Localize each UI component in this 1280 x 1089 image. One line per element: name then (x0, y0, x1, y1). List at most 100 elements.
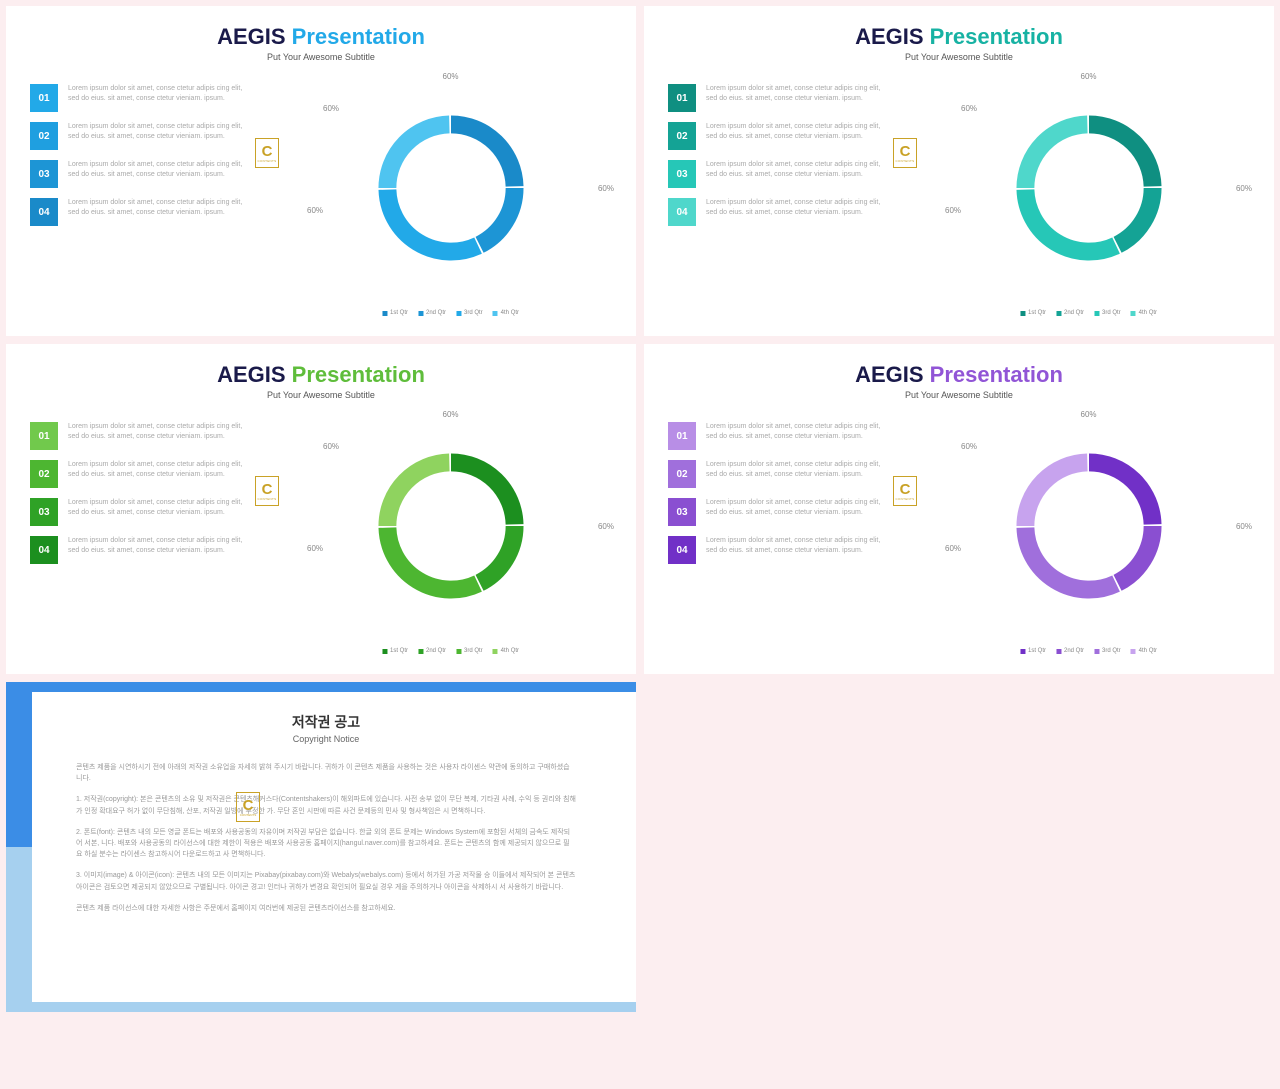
border-left-upper (6, 682, 32, 847)
item-list: 01 Lorem ipsum dolor sit amet, conse cte… (668, 422, 883, 564)
list-item: 03 Lorem ipsum dolor sit amet, conse cte… (668, 498, 883, 526)
item-text: Lorem ipsum dolor sit amet, conse ctetur… (706, 422, 883, 442)
list-item: 04 Lorem ipsum dolor sit amet, conse cte… (30, 536, 245, 564)
legend-item: 1st Qtr (382, 310, 408, 316)
legend-item: 3rd Qtr (456, 648, 483, 654)
pct-label-right: 60% (1236, 522, 1252, 531)
legend-item: 2nd Qtr (418, 310, 446, 316)
legend-item: 3rd Qtr (456, 310, 483, 316)
list-item: 01 Lorem ipsum dolor sit amet, conse cte… (668, 84, 883, 112)
list-item: 03 Lorem ipsum dolor sit amet, conse cte… (30, 160, 245, 188)
chart-legend: 1st Qtr 2nd Qtr 3rd Qtr 4th Qtr (382, 310, 519, 316)
pct-label-left: 60% (307, 544, 323, 553)
pct-label-upper-left: 60% (961, 442, 977, 451)
pct-label-top: 60% (1080, 410, 1096, 419)
number-badge: 03 (668, 498, 696, 526)
presentation-slide: AEGIS Presentation Put Your Awesome Subt… (644, 6, 1274, 336)
slide-title: AEGIS Presentation (668, 362, 1250, 388)
slide-subtitle: Put Your Awesome Subtitle (30, 390, 612, 400)
title-part-b: Presentation (930, 362, 1063, 387)
number-badge: 02 (668, 122, 696, 150)
slide-header: AEGIS Presentation Put Your Awesome Subt… (668, 24, 1250, 62)
list-item: 02 Lorem ipsum dolor sit amet, conse cte… (668, 460, 883, 488)
donut-wrap (1011, 111, 1166, 266)
legend-label: 4th Qtr (501, 310, 519, 316)
slide-title: AEGIS Presentation (30, 24, 612, 50)
legend-swatch (418, 649, 423, 654)
copyright-para: 콘텐츠 제품을 시연하시기 전에 아래의 저작권 소유업을 자세히 밝혀 주시기… (76, 762, 576, 784)
pct-label-top: 60% (442, 410, 458, 419)
border-bottom (6, 1002, 636, 1012)
legend-label: 1st Qtr (1028, 310, 1046, 316)
legend-swatch (1094, 311, 1099, 316)
legend-swatch (493, 649, 498, 654)
slide-header: AEGIS Presentation Put Your Awesome Subt… (30, 362, 612, 400)
chart-legend: 1st Qtr 2nd Qtr 3rd Qtr 4th Qtr (1020, 310, 1157, 316)
legend-item: 1st Qtr (382, 648, 408, 654)
title-part-b: Presentation (930, 24, 1063, 49)
list-item: 03 Lorem ipsum dolor sit amet, conse cte… (30, 498, 245, 526)
item-text: Lorem ipsum dolor sit amet, conse ctetur… (706, 498, 883, 518)
title-part-a: AEGIS (855, 24, 923, 49)
legend-label: 3rd Qtr (464, 648, 483, 654)
legend-swatch (382, 649, 387, 654)
legend-label: 4th Qtr (1139, 648, 1157, 654)
legend-label: 2nd Qtr (426, 648, 446, 654)
list-item: 04 Lorem ipsum dolor sit amet, conse cte… (668, 198, 883, 226)
donut-arc (1025, 124, 1087, 188)
legend-label: 2nd Qtr (426, 310, 446, 316)
chart-area: 60% 60% 60% 60% 1st Qtr 2nd Qtr 3rd Qtr … (927, 78, 1250, 298)
chart-area: 60% 60% 60% 60% 1st Qtr 2nd Qtr 3rd Qtr … (927, 416, 1250, 636)
contents-logo-icon: CCONTENTS (255, 138, 279, 168)
title-part-a: AEGIS (217, 362, 285, 387)
item-text: Lorem ipsum dolor sit amet, conse ctetur… (706, 160, 883, 180)
copyright-subtitle: Copyright Notice (76, 734, 576, 744)
item-text: Lorem ipsum dolor sit amet, conse ctetur… (706, 84, 883, 104)
item-text: Lorem ipsum dolor sit amet, conse ctetur… (68, 198, 245, 218)
pct-label-right: 60% (1236, 184, 1252, 193)
list-item: 02 Lorem ipsum dolor sit amet, conse cte… (668, 122, 883, 150)
donut-chart (373, 111, 528, 266)
pct-label-right: 60% (598, 522, 614, 531)
slide-body: 01 Lorem ipsum dolor sit amet, conse cte… (30, 416, 612, 636)
item-list: 01 Lorem ipsum dolor sit amet, conse cte… (30, 84, 245, 226)
copyright-title: 저작권 공고 (76, 712, 576, 732)
legend-item: 2nd Qtr (418, 648, 446, 654)
item-text: Lorem ipsum dolor sit amet, conse ctetur… (706, 460, 883, 480)
item-text: Lorem ipsum dolor sit amet, conse ctetur… (68, 84, 245, 104)
legend-item: 2nd Qtr (1056, 648, 1084, 654)
donut-arc (1025, 528, 1116, 590)
presentation-slide: AEGIS Presentation Put Your Awesome Subt… (6, 6, 636, 336)
donut-arc (1089, 462, 1153, 524)
item-list: 01 Lorem ipsum dolor sit amet, conse cte… (668, 84, 883, 226)
item-text: Lorem ipsum dolor sit amet, conse ctetur… (68, 498, 245, 518)
list-item: 01 Lorem ipsum dolor sit amet, conse cte… (668, 422, 883, 450)
item-text: Lorem ipsum dolor sit amet, conse ctetur… (68, 422, 245, 442)
number-badge: 01 (668, 422, 696, 450)
legend-swatch (1094, 649, 1099, 654)
item-text: Lorem ipsum dolor sit amet, conse ctetur… (706, 122, 883, 142)
legend-swatch (1020, 649, 1025, 654)
donut-arc (387, 190, 478, 252)
number-badge: 04 (668, 198, 696, 226)
legend-label: 1st Qtr (1028, 648, 1046, 654)
number-badge: 03 (668, 160, 696, 188)
chart-area: 60% 60% 60% 60% 1st Qtr 2nd Qtr 3rd Qtr … (289, 416, 612, 636)
pct-label-left: 60% (945, 544, 961, 553)
legend-label: 3rd Qtr (1102, 310, 1121, 316)
slide-subtitle: Put Your Awesome Subtitle (30, 52, 612, 62)
legend-item: 3rd Qtr (1094, 648, 1121, 654)
legend-swatch (1020, 311, 1025, 316)
number-badge: 01 (30, 422, 58, 450)
copyright-slide: 저작권 공고 Copyright Notice 콘텐츠 제품을 시연하시기 전에… (6, 682, 636, 1012)
item-text: Lorem ipsum dolor sit amet, conse ctetur… (68, 536, 245, 556)
copyright-para: 2. 폰트(font): 콘텐츠 내의 모든 영글 폰트는 배포와 사용공동의 … (76, 827, 576, 861)
legend-label: 4th Qtr (1139, 310, 1157, 316)
number-badge: 04 (30, 198, 58, 226)
contents-logo-icon: CCONTENTS (893, 138, 917, 168)
pct-label-upper-left: 60% (961, 104, 977, 113)
legend-swatch (1056, 311, 1061, 316)
legend-swatch (418, 311, 423, 316)
legend-swatch (1131, 311, 1136, 316)
donut-chart (1011, 111, 1166, 266)
